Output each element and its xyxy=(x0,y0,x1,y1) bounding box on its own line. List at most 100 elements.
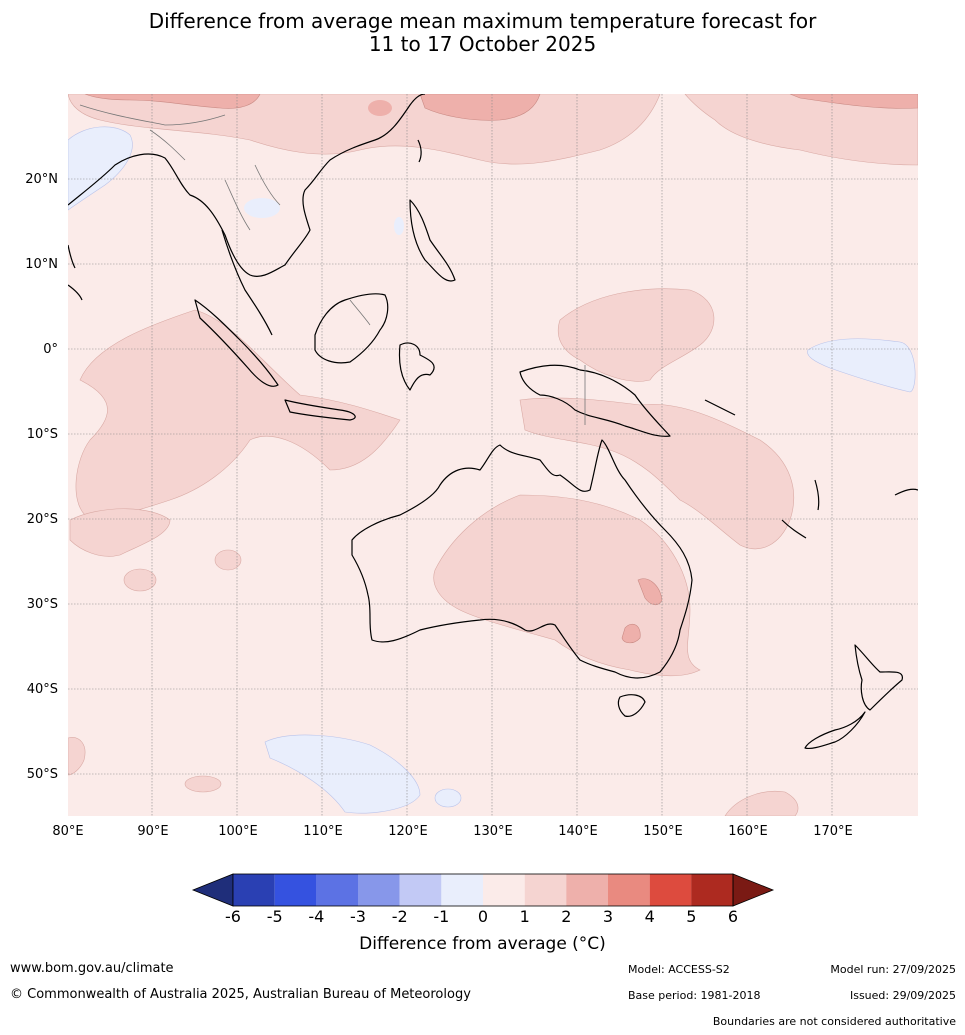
colorbar-tick: 6 xyxy=(728,907,738,926)
lat-label-20s: 20°S xyxy=(27,512,58,527)
colorbar-tick: -5 xyxy=(267,907,283,926)
website-link[interactable]: www.bom.gov.au/climate xyxy=(10,961,174,976)
base-period-text: Base period: 1981-2018 xyxy=(628,989,761,1002)
sulawesi-coastline xyxy=(398,342,435,391)
india-west-coastline xyxy=(68,284,83,301)
hot-region-north-2 xyxy=(419,94,541,121)
hot-region-northeast xyxy=(789,94,918,109)
warm-region-indian-ocean xyxy=(75,309,401,517)
lon-label-130e: 130°E xyxy=(473,824,513,839)
anomaly-fields xyxy=(68,94,918,816)
new-zealand-south xyxy=(804,711,866,750)
hot-region-east-australia-2 xyxy=(621,623,641,644)
lat-label-50s: 50°S xyxy=(27,767,58,782)
solomon-islands-coastline xyxy=(704,399,736,416)
colorbar-swatch xyxy=(649,874,692,906)
colorbar-tick: -6 xyxy=(225,907,241,926)
lat-label-30s: 30°S xyxy=(27,597,58,612)
cool-region-pacific xyxy=(807,338,916,393)
lon-label-110e: 110°E xyxy=(303,824,343,839)
colorbar-swatch xyxy=(691,874,733,906)
new-zealand-north xyxy=(854,644,904,711)
colorbar-swatch xyxy=(274,874,317,906)
warm-region-west xyxy=(69,508,171,557)
lat-label-10n: 10°N xyxy=(25,257,58,272)
colorbar-tick: -4 xyxy=(308,907,324,926)
title-line-2: 11 to 17 October 2025 xyxy=(368,32,597,56)
colorbar-swatch xyxy=(483,874,525,906)
philippines-coastline xyxy=(409,199,456,282)
fiji-coastline xyxy=(894,488,918,496)
model-text: Model: ACCESS-S2 xyxy=(628,963,730,976)
lon-label-140e: 140°E xyxy=(558,824,598,839)
forecast-map: 80°E 90°E 100°E 110°E 120°E 130°E 140°E … xyxy=(25,94,918,926)
lon-label-160e: 160°E xyxy=(728,824,768,839)
warm-spot-1 xyxy=(123,568,157,592)
india-coastline xyxy=(68,244,76,269)
colorbar-swatch xyxy=(441,874,483,906)
colorbar-label: Difference from average (°C) xyxy=(359,934,606,954)
warm-region-northeast xyxy=(684,94,918,166)
lon-label-170e: 170°E xyxy=(813,824,853,839)
colorbar-tick: 4 xyxy=(645,907,655,926)
warm-region-equatorial-pacific xyxy=(557,288,715,382)
copyright-text: © Commonwealth of Australia 2025, Austra… xyxy=(10,987,471,1002)
taiwan-coastline xyxy=(417,139,422,163)
lat-label-20n: 20°N xyxy=(25,172,58,187)
colorbar-tick: 5 xyxy=(686,907,696,926)
colorbar-tick: -1 xyxy=(433,907,449,926)
borneo-coastline xyxy=(314,293,389,364)
new-caledonia-coastline xyxy=(781,519,807,539)
colorbar-tick: 1 xyxy=(520,907,530,926)
australia-coastline xyxy=(351,439,693,679)
cool-spot-indochina xyxy=(244,198,280,218)
disclaimer-text: Boundaries are not considered authoritat… xyxy=(712,1015,956,1028)
colorbar-swatch xyxy=(316,874,358,906)
lon-label-80e: 80°E xyxy=(52,824,83,839)
graticule xyxy=(68,94,918,816)
lat-label-10s: 10°S xyxy=(27,427,58,442)
warm-region-south-west xyxy=(68,737,86,776)
asia-mainland-coastline xyxy=(68,94,426,277)
colorbar-tick: 0 xyxy=(478,907,488,926)
warm-region-coral-sea xyxy=(519,397,794,550)
colorbar-frame xyxy=(232,873,734,907)
colorbar-extend-low xyxy=(191,873,234,907)
colorbar-tick: -2 xyxy=(392,907,408,926)
vanuatu-coastline xyxy=(814,479,820,511)
colorbar-swatch xyxy=(358,874,400,906)
map-title: Difference from average mean maximum tem… xyxy=(0,10,965,56)
hot-spot-china xyxy=(368,100,392,116)
lon-label-120e: 120°E xyxy=(388,824,428,839)
java-coastline xyxy=(284,399,356,421)
model-run-text: Model run: 27/09/2025 xyxy=(830,963,956,976)
issued-text: Issued: 29/09/2025 xyxy=(849,989,956,1002)
longitude-labels: 80°E 90°E 100°E 110°E 120°E 130°E 140°E … xyxy=(52,824,852,839)
lon-label-150e: 150°E xyxy=(643,824,683,839)
warm-spot-2 xyxy=(214,549,242,571)
lat-label-0: 0° xyxy=(43,342,58,357)
colorbar-tick: 3 xyxy=(603,907,613,926)
title-line-1: Difference from average mean maximum tem… xyxy=(148,9,817,33)
colorbar-swatch xyxy=(608,874,650,906)
cool-spot-south xyxy=(434,788,462,808)
malay-peninsula-coastline xyxy=(221,229,273,336)
colorbar-swatch xyxy=(566,874,608,906)
lat-label-40s: 40°S xyxy=(27,682,58,697)
colorbar-swatch xyxy=(399,874,442,906)
cool-spot-philippines xyxy=(394,217,404,235)
colorbar-swatch xyxy=(233,874,275,906)
warm-spot-3 xyxy=(184,775,222,793)
sumatra-coastline xyxy=(194,299,279,387)
hot-region-east-australia xyxy=(637,578,663,606)
colorbar-extend-high xyxy=(732,873,775,907)
cool-region-bay-of-bengal xyxy=(68,126,133,211)
country-borders xyxy=(79,104,586,425)
warm-region-southeast xyxy=(724,790,799,816)
colorbar: -6 -5 -4 -3 -2 -1 0 1 2 3 4 5 6 xyxy=(191,873,775,926)
colorbar-tick: -3 xyxy=(350,907,366,926)
colorbar-tick: 2 xyxy=(561,907,571,926)
latitude-labels: 20°N 10°N 0° 10°S 20°S 30°S 40°S 50°S xyxy=(25,172,58,782)
colorbar-swatch xyxy=(524,874,567,906)
lon-label-90e: 90°E xyxy=(137,824,168,839)
